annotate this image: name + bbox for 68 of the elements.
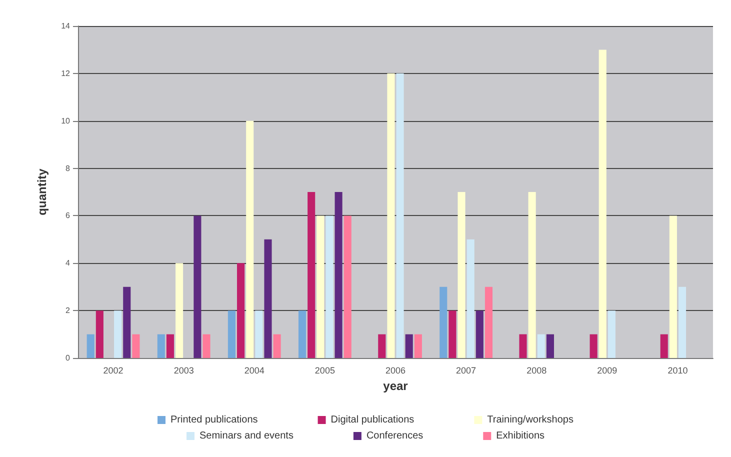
bar [678,286,686,358]
bar [448,310,456,358]
x-tick-label: 2004 [244,366,264,376]
bar [114,310,122,358]
bar [176,263,184,358]
y-tick-label: 12 [61,68,71,78]
x-tick-label: 2006 [385,366,406,376]
bar [546,334,554,358]
bar [264,239,272,358]
bar [123,286,131,358]
y-tick-label: 4 [66,258,71,268]
bar [440,286,448,358]
legend-label: Printed publications [170,414,258,426]
bar [246,120,254,358]
bar [458,192,466,358]
bar [387,73,395,358]
bar [598,50,606,358]
bar [466,239,474,358]
x-axis-title: year [383,379,408,393]
bar [316,216,324,358]
x-tick-label: 2005 [314,366,335,376]
bar [228,310,236,358]
y-tick-label: 0 [66,354,71,362]
bar [255,310,263,358]
bar [608,310,616,358]
x-tick-label: 2007 [456,366,476,376]
y-tick-label: 2 [66,306,71,316]
y-axis-title: quantity [35,168,49,216]
legend-label: Digital publications [330,414,414,426]
legend-label: Conferences [366,430,424,442]
legend-label: Exhibitions [496,430,544,442]
legend-label: Seminars and events [200,430,294,442]
bar [298,310,306,358]
bar [344,216,352,358]
bar [237,263,245,358]
bar [157,334,165,358]
bar [96,310,104,358]
y-tick-label: 8 [66,164,71,173]
bar [669,216,677,358]
bar [326,216,334,358]
bar [166,334,174,358]
bar [537,334,545,358]
bar [132,334,140,358]
bar [194,216,202,358]
bar [405,334,413,358]
bar [273,334,281,358]
bar [528,192,536,358]
bar [396,73,404,358]
bar [414,334,422,358]
bar [484,286,493,358]
bar [378,334,386,358]
x-tick-label: 2009 [597,366,618,376]
y-tick-label: 6 [66,211,71,220]
bar [202,334,210,358]
bar [334,192,342,358]
x-tick-label: 2010 [668,366,688,376]
bar [519,334,527,358]
x-tick-label: 2002 [103,366,124,376]
bar [660,334,668,358]
x-tick-label: 2003 [174,366,194,376]
x-tick-label: 2008 [526,366,547,376]
legend-label: Training/workshops [487,414,574,426]
y-tick-label: 10 [61,116,71,126]
bar [590,334,598,358]
bar [476,310,484,358]
bar [308,192,316,358]
bar [86,334,94,358]
y-tick-label: 14 [61,22,71,30]
